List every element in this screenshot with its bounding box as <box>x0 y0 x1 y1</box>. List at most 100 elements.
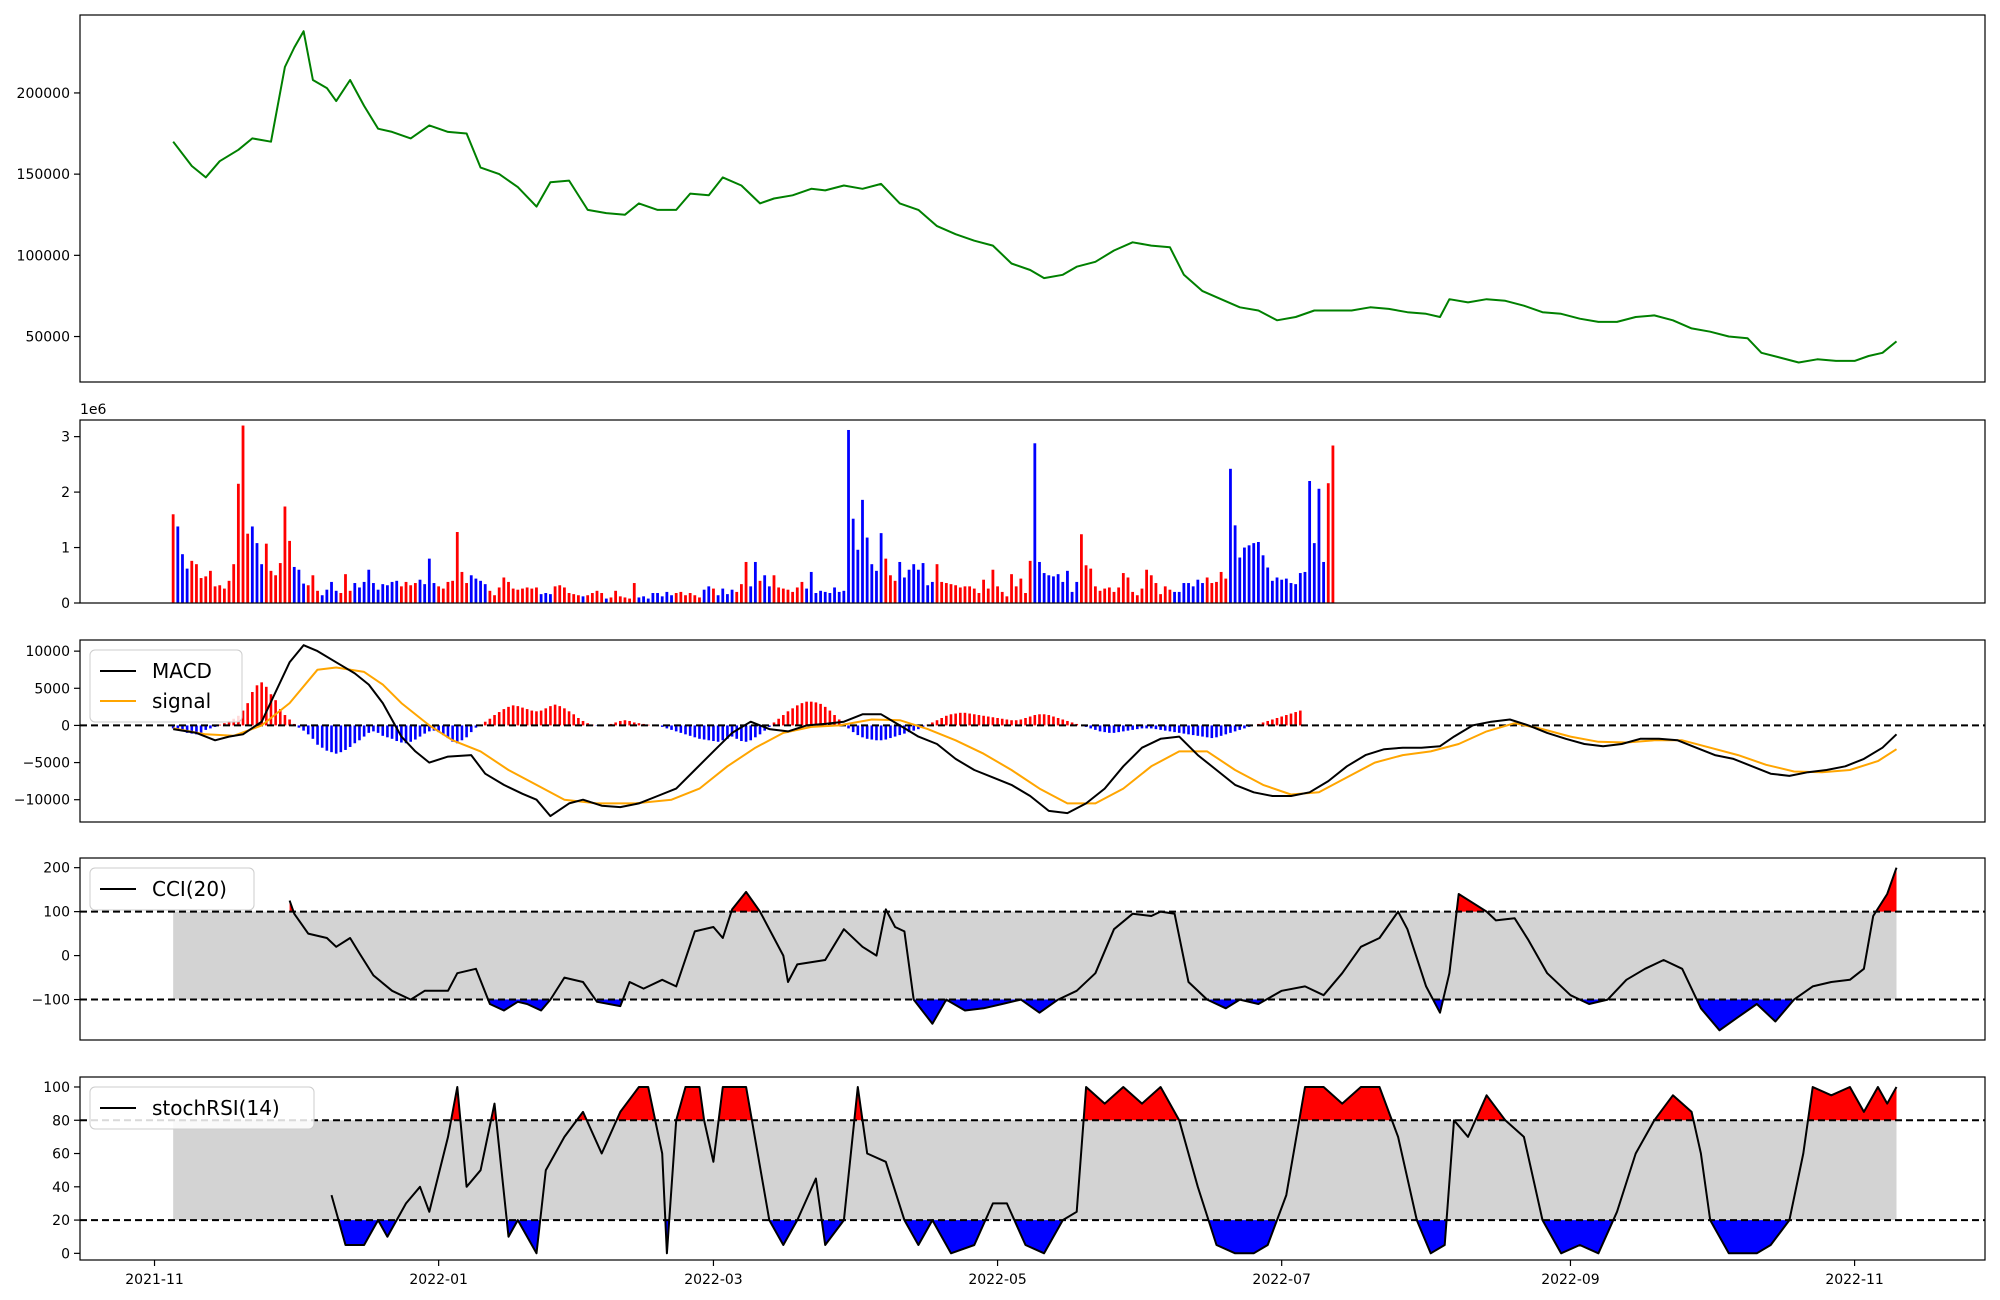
macd-histogram-bar <box>409 725 412 742</box>
volume-bar <box>1173 591 1176 603</box>
y-tick-label: 0 <box>61 1246 70 1262</box>
volume-bar <box>1317 488 1321 603</box>
y-tick-label: 100 <box>43 1080 70 1096</box>
macd-histogram-bar <box>316 725 319 745</box>
volume-bar <box>595 590 599 603</box>
macd-histogram-bar <box>809 701 813 726</box>
macd-histogram-bar <box>828 710 832 726</box>
volume-bar <box>302 583 305 603</box>
volume-bar <box>1270 580 1274 603</box>
volume-bar <box>1163 586 1167 603</box>
volume-bar <box>511 588 515 603</box>
volume-bar <box>460 571 464 603</box>
macd-histogram-bar <box>963 712 967 726</box>
neutral-band <box>173 1120 1897 1221</box>
macd-histogram-bar <box>283 715 287 726</box>
volume-bar <box>1135 595 1139 603</box>
volume-bar <box>181 554 184 603</box>
volume-bar <box>204 576 208 603</box>
macd-histogram-bar <box>1108 725 1111 733</box>
macd-histogram-bar <box>735 725 739 739</box>
volume-bar <box>996 586 999 603</box>
volume-bar <box>1182 583 1186 603</box>
macd-histogram-bar <box>637 723 641 726</box>
y-tick-label: 60 <box>52 1147 70 1163</box>
offset-label: 1e6 <box>80 402 107 418</box>
volume-bar <box>1331 445 1335 603</box>
legend-label: stochRSI(14) <box>152 1096 280 1120</box>
volume-bar <box>1243 547 1246 603</box>
volume-bar <box>334 590 338 603</box>
volume-bar <box>1284 578 1288 603</box>
volume-bar <box>702 589 706 603</box>
legend-box <box>89 1086 315 1130</box>
overbought-fill <box>1299 1086 1392 1121</box>
oversold-fill <box>1696 999 1795 1031</box>
volume-bar <box>856 549 860 603</box>
volume-bar <box>968 586 972 603</box>
volume-bar <box>1252 543 1256 603</box>
cci-line <box>288 867 1898 1032</box>
volume-bar <box>567 593 571 603</box>
macd-histogram-bar <box>1112 725 1116 733</box>
macd-histogram-bar <box>190 725 194 734</box>
macd-histogram-bar <box>269 694 273 726</box>
macd-histogram-bar <box>581 720 585 726</box>
signal-line <box>173 666 1898 805</box>
volume-bar <box>851 518 855 603</box>
y-tick-label: 3 <box>61 430 70 446</box>
macd-histogram-bar <box>404 725 408 744</box>
y-tick-label: 200 <box>43 861 70 877</box>
macd-histogram-bar <box>898 725 902 736</box>
volume-bar <box>330 581 333 603</box>
volume-bar <box>479 580 482 603</box>
macd-histogram-bar <box>306 725 310 735</box>
legend-label: MACD <box>152 659 212 683</box>
macd-histogram-bar <box>856 725 860 736</box>
macd-histogram-bar <box>991 717 995 726</box>
macd-histogram-bar <box>614 722 617 726</box>
macd-histogram-bar <box>721 725 725 741</box>
macd-histogram-bar <box>278 709 282 726</box>
volume-bar <box>1298 573 1302 603</box>
volume-bar <box>451 580 455 603</box>
macd-histogram-bar <box>334 725 338 754</box>
legend-box <box>89 649 243 723</box>
volume-bar <box>1275 577 1279 603</box>
x-tick-label: 2022-07 <box>1252 1272 1311 1288</box>
volume-bar <box>1326 483 1330 603</box>
y-tick-label: 2 <box>61 485 70 501</box>
oversold-fill <box>1416 1220 1447 1254</box>
volume-bar <box>260 564 264 603</box>
volume-bar <box>632 583 636 603</box>
volume-bar <box>1000 591 1004 603</box>
macd-histogram-bar <box>1042 714 1046 726</box>
macd-histogram-bar <box>1294 712 1297 726</box>
volume-bar <box>1215 581 1218 603</box>
price-line <box>172 30 1898 364</box>
volume-bar <box>399 586 403 603</box>
macd-histogram-bar <box>1182 725 1186 734</box>
macd-histogram-bar <box>181 725 184 732</box>
macd-histogram-bar <box>265 686 268 726</box>
macd-histogram-bar <box>1056 718 1060 726</box>
macd-histogram-bar <box>628 720 631 726</box>
macd-histogram-bar <box>274 700 277 726</box>
macd-histogram-bar <box>744 725 748 742</box>
volume-bar <box>1047 575 1051 603</box>
macd-histogram-bar <box>949 714 953 726</box>
axes-frame <box>79 857 1986 1041</box>
volume-bar <box>386 585 389 603</box>
macd-histogram-bar <box>1261 722 1265 726</box>
volume-bar <box>362 581 366 603</box>
volume-bar <box>814 593 818 603</box>
macd-histogram-bar <box>1089 725 1093 729</box>
volume-bar <box>1084 565 1088 603</box>
volume-bar <box>311 575 315 603</box>
macd-histogram-bar <box>851 725 855 733</box>
macd-histogram-bar <box>223 723 226 726</box>
macd-histogram-bar <box>521 707 524 726</box>
macd-histogram-bar <box>549 706 552 726</box>
macd-histogram-bar <box>348 725 352 747</box>
